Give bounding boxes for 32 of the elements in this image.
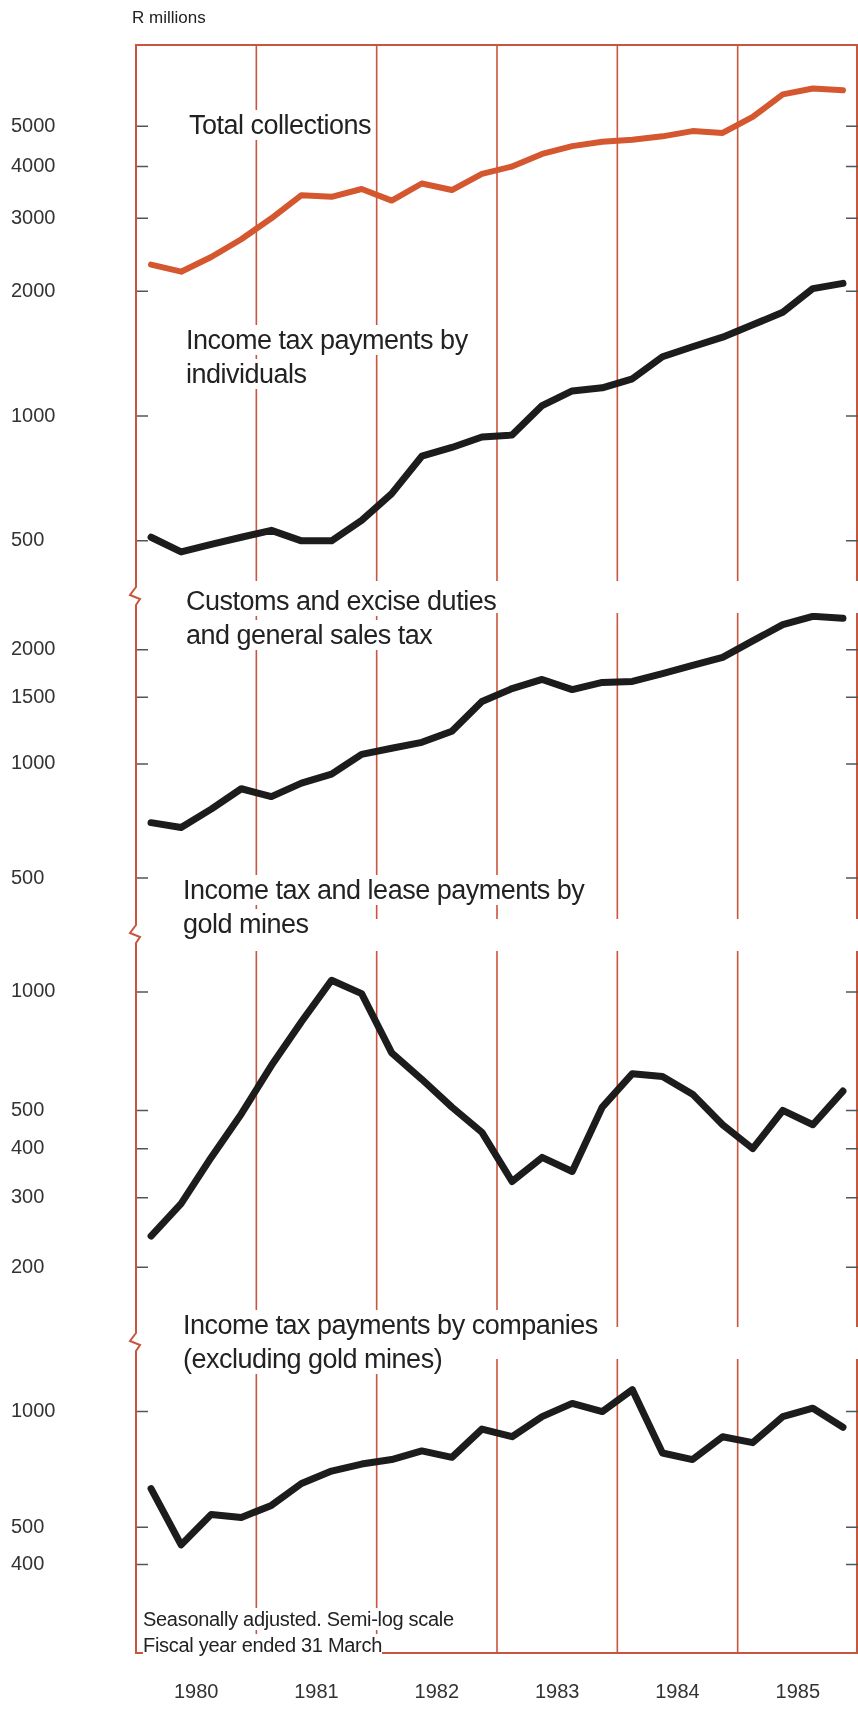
y-tick-label: 2000	[11, 278, 56, 301]
annotation: Fiscal year ended 31 March	[143, 1634, 382, 1656]
y-tick-label: 500	[11, 1097, 45, 1120]
y-tick-label: 500	[11, 865, 45, 888]
y-tick-label: 3000	[11, 205, 56, 228]
y-tick-label: 1000	[11, 751, 56, 774]
annotation: Seasonally adjusted. Semi-log scale	[143, 1608, 454, 1630]
y-tick-label: 500	[11, 528, 45, 551]
series-label: Customs and excise duties and general sales tax	[186, 586, 497, 650]
y-tick-label: 4000	[11, 154, 56, 177]
y-tick-label: 2000	[11, 637, 56, 660]
y-tick-label: 1000	[11, 403, 56, 426]
y-tick-label: 400	[11, 1552, 45, 1575]
x-tick-label: 1982	[414, 1679, 460, 1702]
y-axis-title: R millions	[132, 8, 206, 28]
x-tick-label: 1985	[775, 1679, 821, 1702]
x-tick-label: 1981	[294, 1679, 339, 1702]
y-tick-label: 400	[11, 1136, 45, 1159]
y-tick-label: 200	[11, 1254, 45, 1277]
y-tick-label: 300	[11, 1185, 45, 1208]
text: Income tax and lease payments by gold mines	[183, 875, 585, 939]
y-tick-label: 1000	[11, 979, 56, 1002]
x-tick-label: 1983	[534, 1679, 580, 1702]
x-tick-label: 1984	[655, 1679, 700, 1702]
series-label: Total collections	[189, 110, 372, 140]
y-tick-label: 1000	[11, 1399, 56, 1422]
y-tick-label: 500	[11, 1514, 45, 1537]
x-tick-label: 1980	[173, 1679, 219, 1702]
y-tick-label: 5000	[11, 113, 56, 136]
series-label: Income tax payments by individuals	[186, 325, 468, 389]
y-tick-label: 1500	[11, 684, 56, 707]
series-label: Income tax payments by companies (excluding gold mines)	[183, 1310, 598, 1374]
